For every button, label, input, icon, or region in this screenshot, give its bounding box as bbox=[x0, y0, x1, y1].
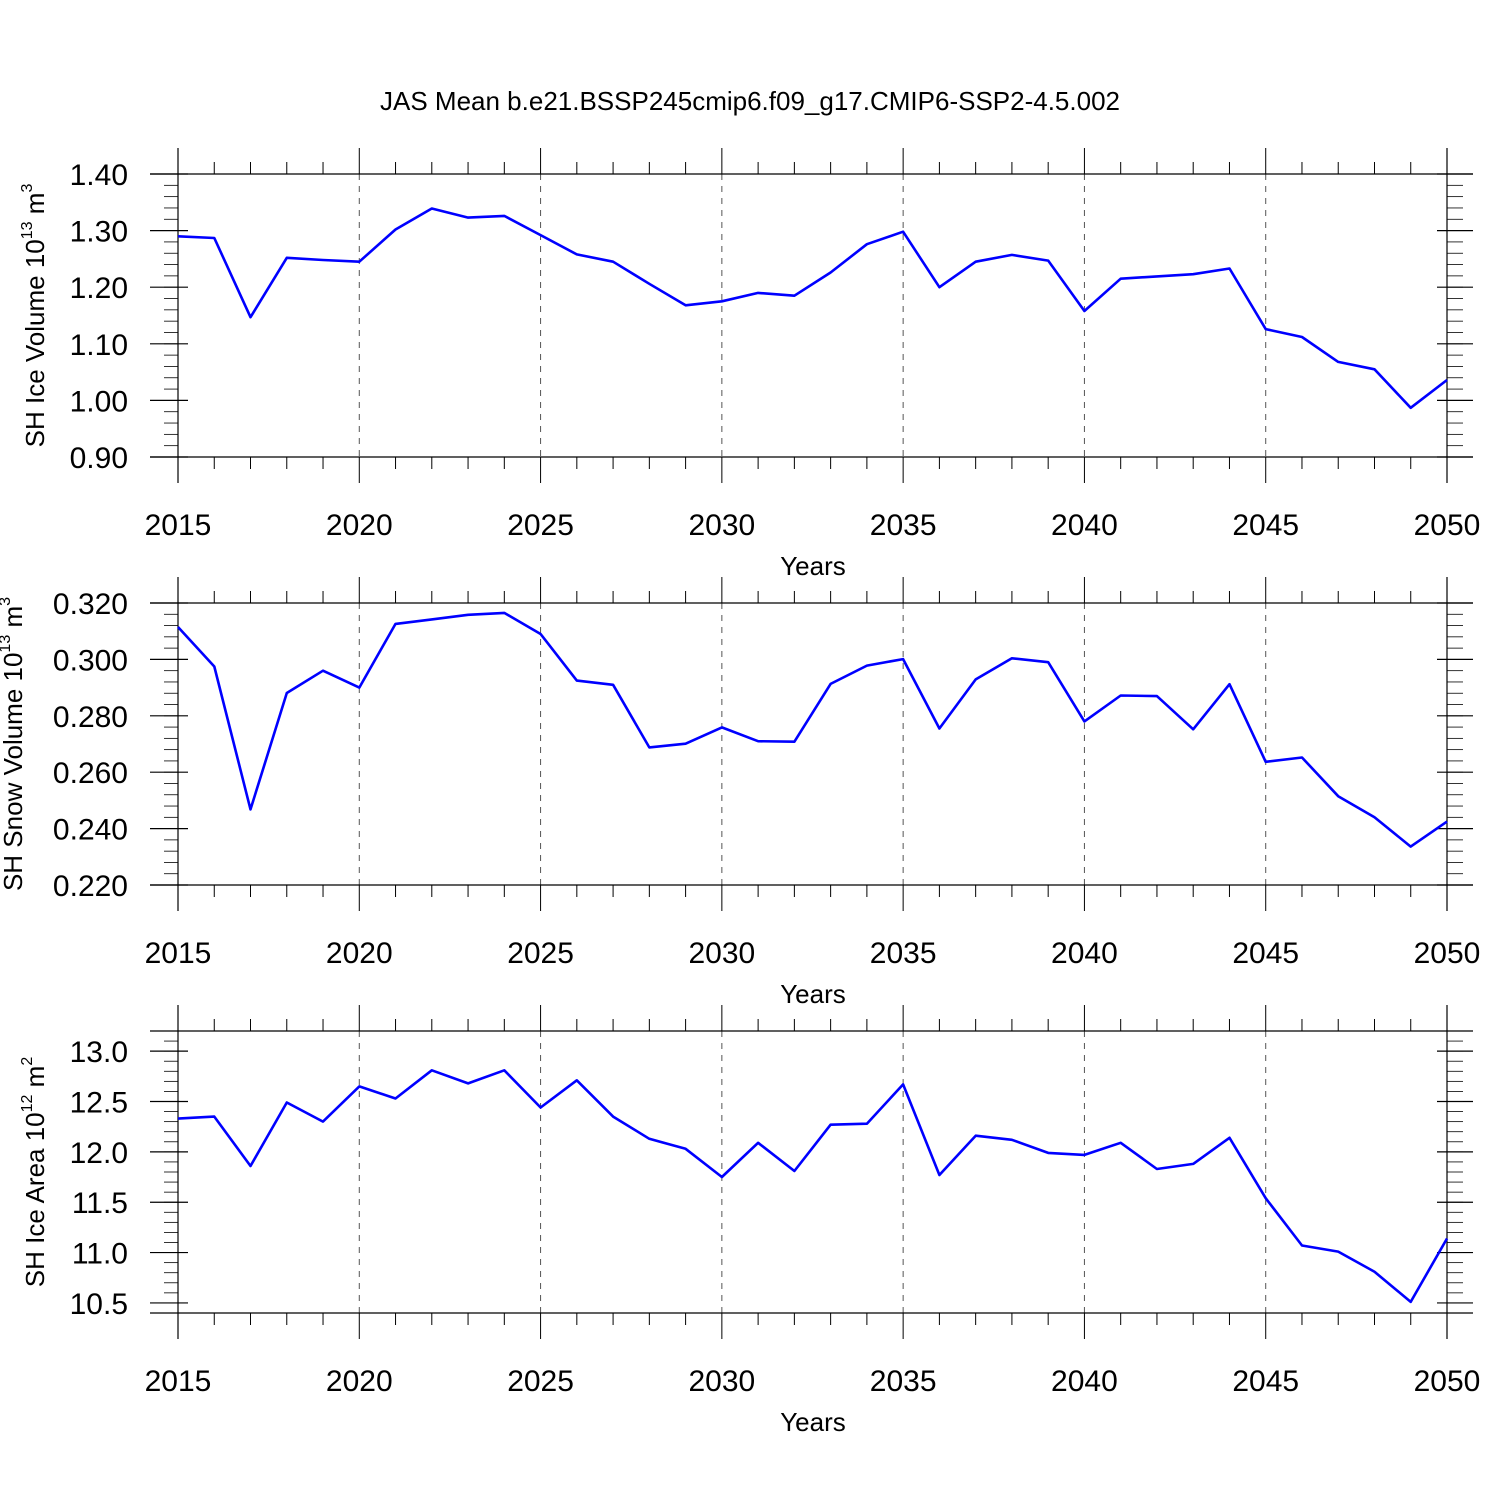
y-axis-label-superscript: 13 bbox=[19, 221, 36, 239]
figure-title: JAS Mean b.e21.BSSP245cmip6.f09_g17.CMIP… bbox=[380, 86, 1120, 116]
y-axis-label-part: SH Ice Area 10 bbox=[20, 1112, 50, 1287]
y-tick-label: 1.00 bbox=[70, 385, 128, 418]
y-tick-label: 0.90 bbox=[70, 442, 128, 475]
series-line bbox=[177, 611, 1448, 848]
x-tick-label: 2020 bbox=[326, 1365, 393, 1398]
x-tick-label: 2045 bbox=[1232, 937, 1299, 970]
x-tick-label: 2025 bbox=[507, 1365, 574, 1398]
x-tick-label: 2035 bbox=[870, 1365, 937, 1398]
x-tick-label: 2045 bbox=[1232, 1365, 1299, 1398]
x-tick-label: 2040 bbox=[1051, 1365, 1118, 1398]
x-axis-label: Years bbox=[780, 551, 846, 581]
y-tick-label: 1.30 bbox=[70, 216, 128, 249]
y-axis-label-part: m bbox=[0, 606, 28, 635]
x-tick-label: 2020 bbox=[326, 937, 393, 970]
y-tick-label: 0.260 bbox=[53, 757, 128, 790]
y-tick-label: 12.5 bbox=[70, 1087, 128, 1120]
panel-ice-area: 10.5 11.0 11.5 12.0 12.5 13.0 2015 2020 2025 2030… bbox=[19, 1005, 1480, 1437]
x-tick-label: 2035 bbox=[870, 937, 937, 970]
x-axis-label: Years bbox=[780, 1407, 846, 1437]
x-tick-label: 2050 bbox=[1414, 1365, 1481, 1398]
y-axis-label: SH Ice Volume 1013 m3 bbox=[19, 184, 50, 448]
x-tick-label: 2015 bbox=[145, 509, 212, 542]
y-axis-label-part: m bbox=[20, 1066, 50, 1095]
x-tick-label: 2015 bbox=[145, 1365, 212, 1398]
y-tick-label: 1.10 bbox=[70, 329, 128, 362]
y-tick-label: 1.20 bbox=[70, 272, 128, 305]
x-tick-label: 2050 bbox=[1414, 509, 1481, 542]
x-tick-label: 2035 bbox=[870, 509, 937, 542]
y-tick-label: 11.0 bbox=[72, 1238, 128, 1271]
x-tick-label: 2030 bbox=[688, 937, 755, 970]
y-axis-label-superscript: 2 bbox=[19, 1057, 36, 1066]
x-tick-label: 2040 bbox=[1051, 937, 1118, 970]
x-tick-label: 2025 bbox=[507, 509, 574, 542]
series-line bbox=[177, 207, 1448, 410]
y-axis-label: SH Snow Volume 1013 m3 bbox=[0, 597, 28, 891]
y-axis-label-part: SH Ice Volume 10 bbox=[20, 239, 50, 447]
y-tick-label: 0.220 bbox=[53, 870, 128, 903]
x-tick-label: 2020 bbox=[326, 509, 393, 542]
y-tick-label: 0.240 bbox=[53, 814, 128, 847]
y-axis-label-part: SH Snow Volume 10 bbox=[0, 653, 28, 891]
x-tick-label: 2025 bbox=[507, 937, 574, 970]
y-axis-label-superscript: 12 bbox=[19, 1094, 36, 1112]
series-line bbox=[177, 1069, 1449, 1304]
y-tick-label: 0.320 bbox=[53, 588, 128, 621]
x-axis-label: Years bbox=[780, 979, 846, 1009]
y-axis-label: SH Ice Area 1012 m2 bbox=[19, 1057, 50, 1288]
y-axis-label-part: m bbox=[20, 193, 50, 222]
panel-snow-volume: 0.220 0.240 0.260 0.280 0.300 0.320 2015 2020 20… bbox=[0, 577, 1480, 1009]
x-tick-label: 2050 bbox=[1414, 937, 1481, 970]
x-tick-label: 2030 bbox=[688, 509, 755, 542]
y-axis-label-superscript: 3 bbox=[0, 597, 14, 606]
y-tick-label: 13.0 bbox=[70, 1036, 128, 1069]
x-tick-label: 2045 bbox=[1232, 509, 1299, 542]
y-tick-label: 0.300 bbox=[53, 644, 128, 677]
panel-ice-volume: 0.90 1.00 1.10 1.20 1.30 1.40 2015 2020 2025 2030… bbox=[19, 148, 1480, 581]
y-tick-label: 0.280 bbox=[53, 701, 128, 734]
x-tick-label: 2040 bbox=[1051, 509, 1118, 542]
x-tick-label: 2015 bbox=[145, 937, 212, 970]
y-tick-label: 12.0 bbox=[70, 1137, 128, 1170]
y-tick-label: 1.40 bbox=[70, 159, 128, 192]
y-axis-label-superscript: 3 bbox=[19, 184, 36, 193]
y-tick-label: 11.5 bbox=[72, 1187, 128, 1220]
x-tick-label: 2030 bbox=[688, 1365, 755, 1398]
y-tick-label: 10.5 bbox=[70, 1288, 128, 1321]
y-axis-label-superscript: 13 bbox=[0, 635, 14, 653]
